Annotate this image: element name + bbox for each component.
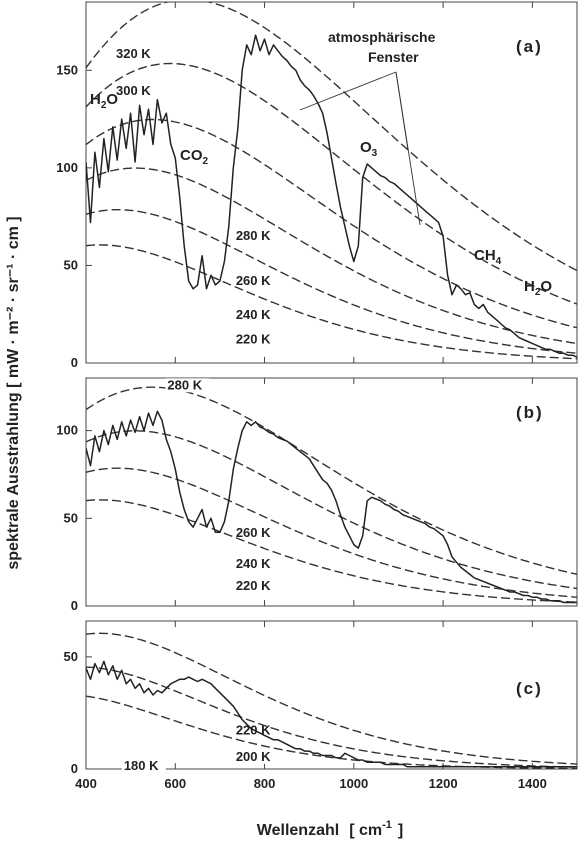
curve-label-bg-b-220k (233, 578, 278, 593)
x-tick-label-800: 800 (254, 776, 276, 791)
y-tick-label-b-100: 100 (56, 423, 78, 438)
x-tick-label-400: 400 (75, 776, 97, 791)
gas-label-ch4: CH4 (474, 247, 502, 267)
x-axis-title: Wellenzahl[ cm-1] (257, 819, 403, 839)
window-pointer-right (395, 71, 409, 151)
curve-label-a-260k: 260 K (236, 273, 271, 288)
panel-tag-b: (b) (516, 403, 544, 422)
panel-tag-c: (c) (516, 679, 543, 698)
y-tick-label-a-0: 0 (71, 355, 78, 370)
x-tick-label-1400: 1400 (518, 776, 547, 791)
curve-label-bg-a-240k (233, 307, 278, 322)
planck-curve-a-220k (86, 244, 577, 360)
spectrum-line-c (86, 660, 577, 768)
curve-label-bg-c-180k (121, 758, 166, 773)
window-annotation-line2: Fenster (368, 49, 419, 65)
y-tick-label-a-150: 150 (56, 62, 78, 77)
curve-label-c-180k: 180 K (124, 758, 159, 773)
x-tick-label-600: 600 (164, 776, 186, 791)
planck-curve-a-300k (86, 62, 577, 305)
y-tick-label-b-0: 0 (71, 598, 78, 613)
gas-label-o3: O3 (360, 139, 378, 159)
plot-frame-c (85, 620, 578, 770)
planck-curve-b-260k (86, 430, 577, 590)
curve-label-bg-a-280k (233, 228, 278, 243)
planck-curve-c-200k (86, 666, 577, 768)
planck-curve-b-220k (86, 499, 577, 603)
panel-a: 0 50 100 150 320 K 300 K 280 K 260 K 240 K 220 K (56, 1, 578, 370)
curve-label-bg-b-280k (165, 378, 210, 393)
planck-curve-a-280k (86, 118, 577, 329)
gas-label-h2o-left: H2O (90, 91, 118, 111)
x-tick-label-1200: 1200 (429, 776, 458, 791)
y-tick-label-b-50: 50 (64, 510, 78, 525)
plot-frame-b (85, 377, 578, 607)
curve-label-bg-b-260k (233, 526, 278, 541)
spectrum-line-b (86, 410, 577, 604)
planck-curve-c-180k (86, 695, 577, 769)
planck-curve-a-320k (86, 2, 577, 272)
gas-label-h2o-right: H2O (524, 278, 552, 298)
curve-label-b-220k: 220 K (236, 578, 271, 593)
planck-curve-b-240k (86, 467, 577, 598)
planck-curve-a-240k (86, 209, 577, 354)
plot-frame-a (85, 1, 578, 364)
curve-label-a-300k: 300 K (116, 83, 151, 98)
spectrum-line-a (86, 34, 577, 358)
curve-label-b-260k: 260 K (236, 525, 271, 540)
curve-label-b-240k: 240 K (236, 556, 271, 571)
y-tick-label-c-0: 0 (71, 761, 78, 776)
gas-label-co2: CO2 (180, 147, 209, 167)
window-annotation-line1: atmosphärische (328, 29, 436, 45)
panel-b: 0 50 100 280 K 260 K 240 K 220 K (56, 377, 578, 613)
curve-label-bg-a-300k (114, 83, 158, 98)
curve-label-bg-a-320k (114, 46, 158, 61)
curve-label-c-200k: 200 K (236, 749, 271, 764)
panel-tag-a: (a) (516, 37, 543, 56)
y-tick-label-c-50: 50 (64, 649, 78, 664)
y-tick-label-a-50: 50 (64, 257, 78, 272)
curve-label-bg-b-240k (233, 556, 278, 571)
curve-label-bg-a-260k (233, 273, 278, 288)
window-pointer-left (299, 71, 397, 111)
planck-curve-a-260k (86, 167, 577, 345)
curve-label-a-280k: 280 K (236, 228, 271, 243)
y-axis-title: spektrale Ausstrahlung [ mW · m⁻² · sr⁻¹… (5, 216, 22, 569)
curve-label-a-240k: 240 K (236, 307, 271, 322)
x-tick-label-1000: 1000 (339, 776, 368, 791)
y-tick-label-a-100: 100 (56, 160, 78, 175)
curve-label-b-280k: 280 K (167, 377, 202, 392)
curve-label-bg-a-220k (233, 332, 278, 347)
curve-label-a-220k: 220 K (236, 331, 271, 346)
curve-label-a-320k: 320 K (116, 46, 151, 61)
planck-curve-c-220k (86, 632, 577, 765)
curve-label-bg-c-200k (233, 749, 278, 764)
